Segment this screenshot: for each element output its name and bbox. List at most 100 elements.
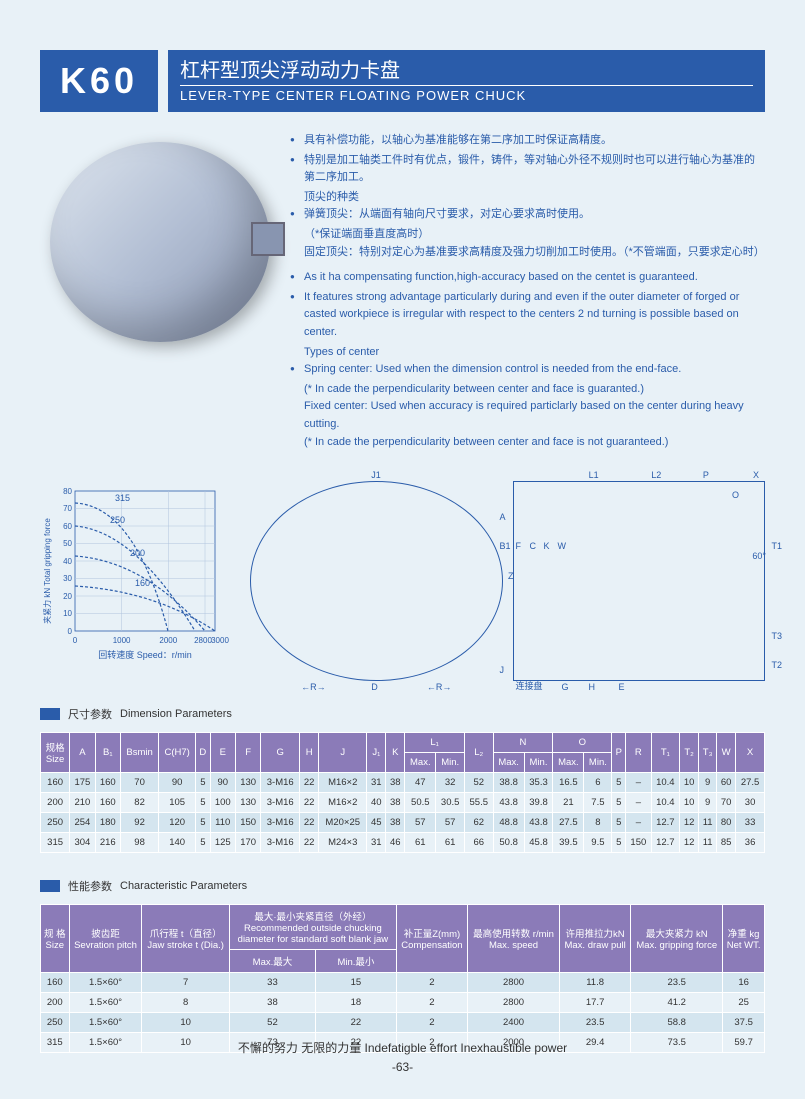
table-row: 2002101608210551001303-M1622M16×2403850.…	[41, 793, 765, 813]
table-header: D	[196, 733, 210, 773]
table-cell: 30	[736, 793, 765, 813]
table-subheader: Max.	[493, 753, 524, 773]
table-row: 2502541809212051101503-M1622M20×25453857…	[41, 813, 765, 833]
table-cell: 3-M16	[261, 793, 300, 813]
table-cell: 33	[229, 973, 315, 993]
table-cell: 16.5	[553, 773, 584, 793]
table-cell: 39.8	[524, 793, 553, 813]
table-cell: 130	[235, 773, 260, 793]
svg-text:40: 40	[63, 557, 72, 566]
table-cell: 38.8	[493, 773, 524, 793]
table-cell: 160	[95, 773, 120, 793]
feature-item: Spring center: Used when the dimension c…	[290, 361, 765, 379]
table-cell: 22	[300, 793, 319, 813]
feature-item: As it ha compensating function,high-accu…	[290, 269, 765, 287]
table-cell: 70	[717, 793, 736, 813]
table-cell: 5	[196, 833, 210, 853]
table-header: L₁	[405, 733, 465, 753]
title-box: 杠杆型顶尖浮动动力卡盘 LEVER-TYPE CENTER FLOATING P…	[168, 50, 765, 112]
table-cell: 150	[235, 813, 260, 833]
section-en: Characteristic Parameters	[120, 880, 247, 892]
table-cell: 40	[367, 793, 386, 813]
chart-xlabel: 回转速度 Speed：r/min	[98, 649, 192, 660]
curve-label: 160	[135, 578, 150, 588]
table-cell: 130	[235, 793, 260, 813]
product-image	[50, 142, 270, 342]
table-cell: 57	[405, 813, 436, 833]
table-header: J	[319, 733, 367, 773]
table-header: H	[300, 733, 319, 773]
table-cell: 43.8	[524, 813, 553, 833]
table-cell: 5	[612, 813, 626, 833]
table-subheader: Max.	[553, 753, 584, 773]
table-cell: 85	[717, 833, 736, 853]
svg-text:3000: 3000	[211, 636, 229, 645]
feature-sub: 顶尖的种类	[290, 189, 765, 207]
dimension-table: 规格SizeAB₁BsminC(H7)DEFGHJJ₁KL₁L₂NOPRT₁T₂…	[40, 732, 765, 853]
table-cell: M24×3	[319, 833, 367, 853]
table-cell: 11	[699, 833, 717, 853]
svg-text:60: 60	[63, 522, 72, 531]
table-cell: 30.5	[436, 793, 465, 813]
table-cell: 160	[41, 773, 70, 793]
table-row: 1601.5×60°733152280011.823.516	[41, 973, 765, 993]
table-cell: 43.8	[493, 793, 524, 813]
table-row: 3153042169814051251703-M1622M24×33146616…	[41, 833, 765, 853]
table-cell: 170	[235, 833, 260, 853]
table-cell: 38	[229, 993, 315, 1013]
table-cell: 27.5	[553, 813, 584, 833]
table-cell: 9	[699, 773, 717, 793]
table-subheader: Min.	[524, 753, 553, 773]
table-cell: 110	[210, 813, 235, 833]
table-cell: M16×2	[319, 773, 367, 793]
svg-text:2800: 2800	[194, 636, 212, 645]
feature-sub: （*保证端面垂直度高时）	[290, 226, 765, 244]
svg-text:10: 10	[63, 609, 72, 618]
feature-item: 特别是加工轴类工件时有优点，锻件，铸件，等对轴心外径不规则时也可以进行轴心为基准…	[290, 152, 765, 187]
table-header: Bsmin	[120, 733, 158, 773]
table-cell: 21	[553, 793, 584, 813]
table-cell: 10	[142, 1013, 230, 1033]
svg-text:0: 0	[68, 627, 73, 636]
table-cell: 82	[120, 793, 158, 813]
intro-row: 具有补偿功能，以轴心为基准能够在第二序加工时保证高精度。 特别是加工轴类工件时有…	[40, 132, 765, 451]
table-cell: 11.8	[560, 973, 631, 993]
table-cell: 2800	[468, 973, 560, 993]
table-cell: 3-M16	[261, 773, 300, 793]
table-cell: 36	[736, 833, 765, 853]
table-cell: 45.8	[524, 833, 553, 853]
table-cell: 1.5×60°	[69, 993, 142, 1013]
feature-item: 具有补偿功能，以轴心为基准能够在第二序加工时保证高精度。	[290, 132, 765, 150]
table-header: 规 格Size	[41, 905, 70, 973]
table-cell: 7	[142, 973, 230, 993]
svg-text:2000: 2000	[159, 636, 177, 645]
table-cell: 2	[396, 973, 467, 993]
table-cell: 12.7	[651, 833, 680, 853]
table-cell: 52	[229, 1013, 315, 1033]
table-header: P	[612, 733, 626, 773]
table-subheader: Min.	[436, 753, 465, 773]
table-cell: –	[626, 773, 651, 793]
table-cell: 100	[210, 793, 235, 813]
table-header: B₁	[95, 733, 120, 773]
diagrams: 315 250 200 160 01020 304050 607080 0100…	[40, 481, 765, 681]
table-cell: 150	[626, 833, 651, 853]
table-cell: 160	[95, 793, 120, 813]
table-cell: 3-M16	[261, 813, 300, 833]
tech-side-view: L1 L2 P X O 60° T1 T3 T2 A B1 F C K W 连接…	[513, 481, 766, 681]
table-header: 规格Size	[41, 733, 70, 773]
table-row: 2001.5×60°838182280017.741.225	[41, 993, 765, 1013]
table-cell: 50.5	[405, 793, 436, 813]
table-cell: 254	[70, 813, 95, 833]
table-cell: 38	[386, 793, 405, 813]
table-cell: 33	[736, 813, 765, 833]
table-cell: 2800	[468, 993, 560, 1013]
curve-label: 250	[110, 515, 125, 525]
table-cell: 55.5	[464, 793, 493, 813]
table-cell: 216	[95, 833, 120, 853]
table-cell: 23.5	[560, 1013, 631, 1033]
table-header: 最高使用转数 r/minMax. speed	[468, 905, 560, 973]
table-cell: 39.5	[553, 833, 584, 853]
table-cell: 38	[386, 773, 405, 793]
feature-list: 具有补偿功能，以轴心为基准能够在第二序加工时保证高精度。 特别是加工轴类工件时有…	[290, 132, 765, 451]
